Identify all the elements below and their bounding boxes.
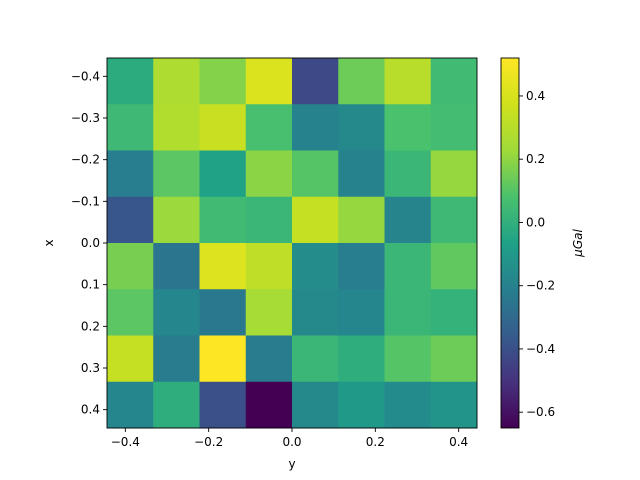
y-tick-label: 0.2	[81, 319, 100, 333]
heatmap-cell	[245, 289, 293, 336]
x-tick-label: 0.0	[282, 435, 301, 449]
heatmap-cell	[384, 289, 432, 336]
heatmap-cell	[384, 58, 432, 105]
heatmap-cell	[430, 150, 478, 198]
heatmap-cell	[153, 150, 200, 198]
heatmap-cell	[430, 196, 478, 244]
heatmap-cell	[338, 289, 385, 336]
heatmap-cell	[292, 243, 339, 290]
colorbar-tick-label: −0.4	[526, 342, 555, 356]
x-tick-label: 0.2	[366, 435, 385, 449]
heatmap-cell	[199, 335, 247, 383]
colorbar-tick-label: 0.4	[526, 89, 545, 103]
heatmap-cell	[107, 58, 154, 105]
heatmap-cell	[199, 381, 247, 429]
heatmap-cell	[384, 150, 432, 198]
y-axis-label: x	[42, 239, 56, 246]
heatmap-cell	[245, 243, 293, 290]
heatmap-cell	[430, 243, 478, 290]
heatmap-cell	[338, 58, 385, 105]
heatmap-cells	[107, 58, 478, 429]
colorbar	[500, 57, 520, 429]
heatmap-cell	[245, 58, 293, 105]
colorbar-tick-label: −0.2	[526, 279, 555, 293]
heatmap-cell	[338, 104, 385, 151]
heatmap-cell	[107, 196, 154, 244]
heatmap-cell	[107, 289, 154, 336]
heatmap-cell	[199, 196, 247, 244]
heatmap-cell	[292, 289, 339, 336]
y-tick-label: 0.3	[81, 361, 100, 375]
y-tick-label: 0.4	[81, 403, 100, 417]
heatmap-cell	[107, 243, 154, 290]
heatmap-cell	[245, 104, 293, 151]
heatmap-cell	[153, 335, 200, 383]
heatmap-cell	[107, 381, 154, 429]
heatmap-cell	[384, 243, 432, 290]
heatmap-cell	[292, 381, 339, 429]
x-tick-label: −0.2	[194, 435, 223, 449]
heatmap-cell	[338, 335, 385, 383]
heatmap-cell	[384, 196, 432, 244]
heatmap-cell	[384, 335, 432, 383]
x-tick-label: −0.4	[111, 435, 140, 449]
y-tick-label: −0.4	[71, 69, 100, 83]
y-tick-label: −0.3	[71, 111, 100, 125]
y-tick-label: 0.1	[81, 278, 100, 292]
heatmap-cell	[245, 196, 293, 244]
heatmap-cell	[199, 289, 247, 336]
heatmap-cell	[107, 335, 154, 383]
heatmap-cell	[245, 381, 293, 429]
heatmap-cell	[292, 196, 339, 244]
heatmap-cell	[292, 150, 339, 198]
colorbar-label: μGal	[571, 229, 585, 258]
heatmap-cell	[199, 58, 247, 105]
heatmap-cell	[292, 104, 339, 151]
heatmap-cell	[384, 381, 432, 429]
x-tick-label: 0.4	[449, 435, 468, 449]
heatmap-cell	[338, 381, 385, 429]
heatmap-cell	[153, 58, 200, 105]
heatmap-cell	[338, 196, 385, 244]
heatmap-cell	[245, 335, 293, 383]
y-tick-label: −0.2	[71, 153, 100, 167]
heatmap-cell	[153, 243, 200, 290]
heatmap-cell	[199, 104, 247, 151]
colorbar-ticks: 0.4 0.2 0.0 −0.2 −0.4 −0.6	[519, 89, 555, 419]
y-tick-label: 0.0	[81, 236, 100, 250]
heatmap-cell	[292, 335, 339, 383]
x-axis-ticks: −0.4 −0.2 0.0 0.2 0.4	[111, 428, 468, 449]
heatmap-cell	[153, 104, 200, 151]
heatmap-cell	[153, 289, 200, 336]
heatmap-cell	[199, 150, 247, 198]
heatmap-cell	[292, 58, 339, 105]
heatmap-cell	[199, 243, 247, 290]
heatmap-cell	[107, 104, 154, 151]
heatmap-cell	[153, 196, 200, 244]
y-axis-ticks: −0.4 −0.3 −0.2 −0.1 0.0 0.1 0.2 0.3 0.4	[71, 69, 107, 417]
colorbar-tick-label: 0.2	[526, 152, 545, 166]
heatmap-cell	[338, 150, 385, 198]
heatmap-cell	[153, 381, 200, 429]
heatmap-cell	[245, 150, 293, 198]
heatmap-cell	[338, 243, 385, 290]
y-tick-label: −0.1	[71, 194, 100, 208]
heatmap-cell	[430, 335, 478, 383]
colorbar-tick-label: 0.0	[526, 215, 545, 229]
heatmap-cell	[430, 381, 478, 429]
heatmap-cell	[107, 150, 154, 198]
colorbar-tick-label: −0.6	[526, 405, 555, 419]
heatmap-cell	[384, 104, 432, 151]
heatmap-cell	[430, 289, 478, 336]
x-axis-label: y	[288, 457, 295, 471]
heatmap-cell	[430, 104, 478, 151]
heatmap-cell	[430, 58, 478, 105]
